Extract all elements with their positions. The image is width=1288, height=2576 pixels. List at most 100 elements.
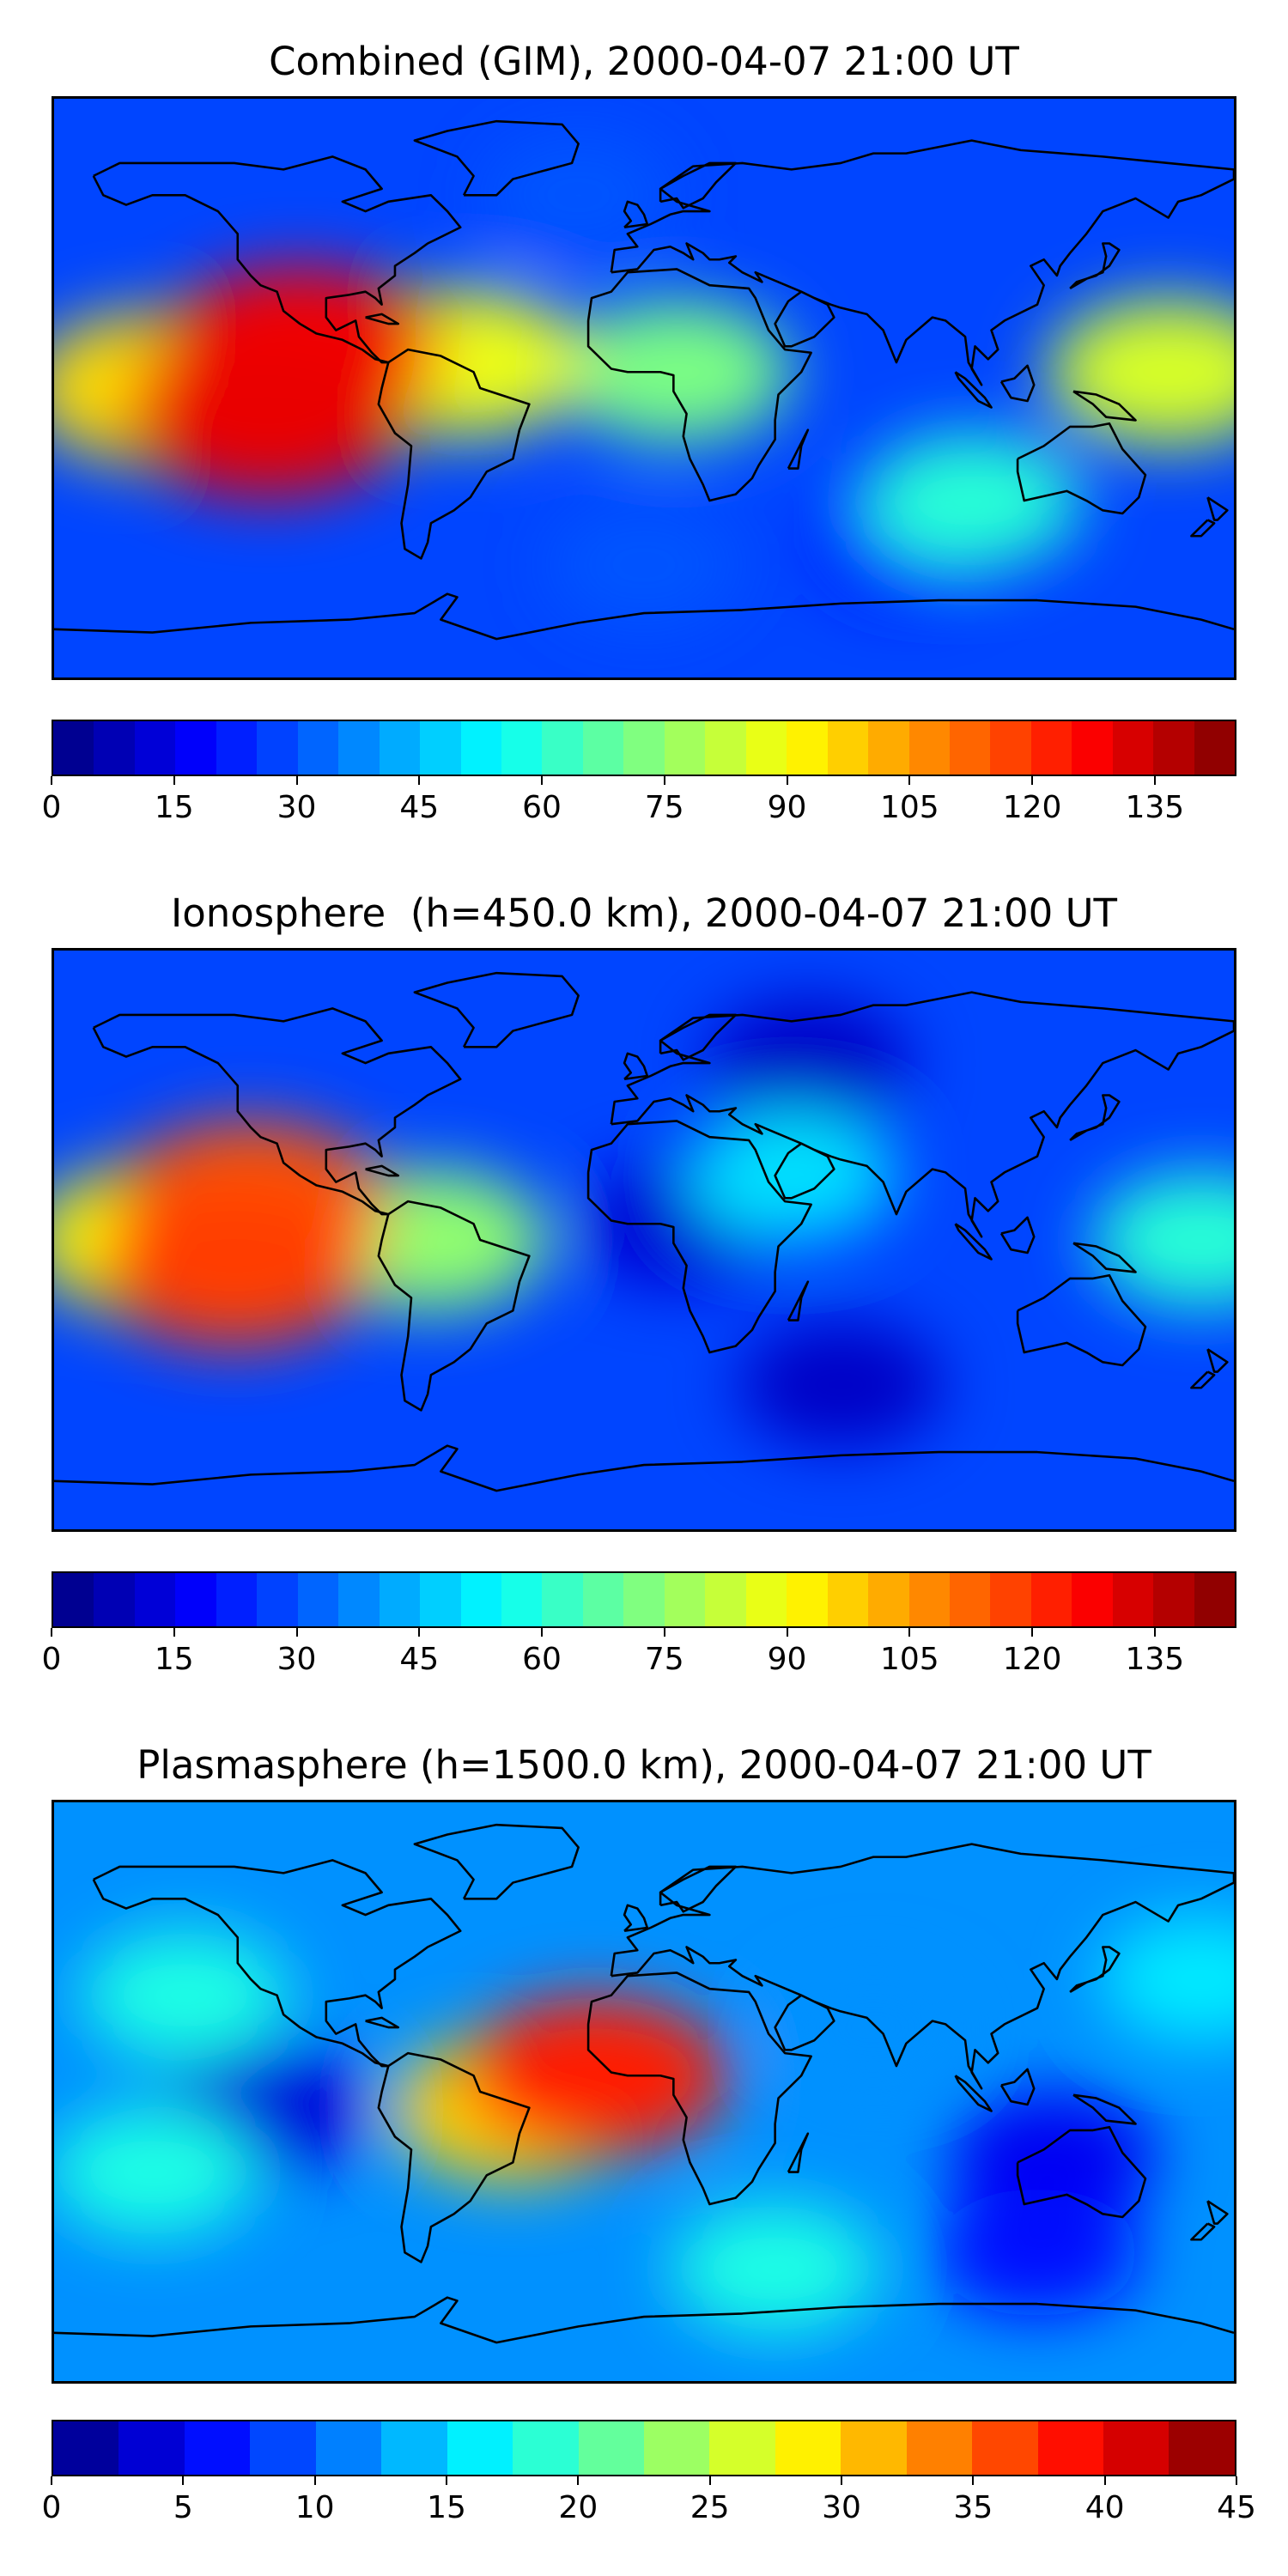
colorbar-segment	[175, 1573, 216, 1626]
colorbar-tick	[182, 2476, 185, 2485]
field-blob-core	[375, 1210, 487, 1270]
coastlines	[54, 119, 1234, 641]
colorbar-segment	[827, 721, 869, 775]
coastline	[1072, 2093, 1137, 2125]
colorbar-plasmasphere	[52, 2420, 1236, 2476]
coastline	[54, 2296, 1234, 2344]
colorbar-tick-label: 30	[276, 790, 317, 825]
coastline	[610, 139, 1234, 386]
coastline	[1072, 1242, 1137, 1273]
field-blob-core	[1151, 1952, 1234, 2006]
colorbar-tick	[1031, 776, 1034, 785]
colorbar-segment	[134, 721, 176, 775]
colorbar-tick-label: 90	[767, 1642, 807, 1677]
colorbar-tick-label: 45	[1217, 2490, 1256, 2525]
colorbar-segment	[908, 721, 950, 775]
colorbar-segment	[53, 1573, 94, 1626]
field-blob-core	[790, 1357, 891, 1413]
coastline	[610, 991, 1234, 1238]
colorbar-segment	[257, 721, 298, 775]
map-svg-combined	[54, 99, 1234, 677]
colorbar-segment	[379, 721, 421, 775]
colorbar-tick	[908, 1628, 911, 1637]
map-svg-ionosphere	[54, 951, 1234, 1529]
colorbar-tick	[541, 776, 544, 785]
colorbar-tick	[786, 776, 788, 785]
colorbar-segment	[868, 721, 909, 775]
colorbar-segment	[841, 2421, 907, 2475]
colorbar-segment	[1112, 721, 1154, 775]
colorbar-combined	[52, 720, 1236, 776]
field-blob-core	[532, 2042, 657, 2109]
colorbar-segment	[53, 2421, 119, 2475]
colorbar-tick	[295, 776, 298, 785]
field-blob-core	[1111, 341, 1226, 403]
panel-title-plasmasphere: Plasmasphere (h=1500.0 km), 2000-04-07 2…	[137, 1742, 1151, 1788]
colorbar-segment	[906, 2421, 973, 2475]
colorbar-segment	[501, 721, 543, 775]
colorbar-segment	[1072, 721, 1113, 775]
colorbar-tick	[173, 1628, 175, 1637]
colorbar-tick-label: 45	[399, 790, 440, 825]
colorbar-segment	[1112, 1573, 1154, 1626]
colorbar-segment	[250, 2421, 316, 2475]
colorbar-segment	[1169, 2421, 1235, 2475]
colorbar-tick-label: 120	[1002, 790, 1062, 825]
colorbar-tick-label: 90	[767, 790, 807, 825]
colorbar-segment	[949, 721, 991, 775]
colorbar-tick	[1153, 1628, 1156, 1637]
colorbar-segment	[709, 2421, 775, 2475]
colorbar-segment	[379, 1573, 421, 1626]
colorbar-segment	[216, 1573, 258, 1626]
coastline	[1016, 1273, 1147, 1367]
coastline	[377, 348, 531, 560]
colorbar-segment	[216, 721, 258, 775]
field-blob-core	[757, 1036, 859, 1091]
colorbar-tick-label: 5	[173, 2490, 193, 2525]
colorbar-segment	[420, 1573, 461, 1626]
colorbar-tick	[541, 1628, 544, 1637]
colorbar-segment	[745, 1573, 787, 1626]
colorbar-segment	[990, 1573, 1031, 1626]
panel-title-ionosphere: Ionosphere (h=450.0 km), 2000-04-07 21:0…	[170, 890, 1118, 936]
field-blob-core	[596, 539, 692, 591]
colorbar-segment	[1030, 721, 1072, 775]
colorbar-tick-label: 0	[41, 790, 62, 825]
colorbar-tick-label: 15	[154, 790, 194, 825]
colorbar-segment	[972, 2421, 1038, 2475]
field-blob-core	[627, 1196, 727, 1251]
coastline	[1190, 2222, 1216, 2241]
colorbar-segment	[745, 721, 787, 775]
colorbar-segment	[1194, 721, 1236, 775]
coastline	[413, 971, 580, 1048]
colorbar-tick-label: 15	[154, 1642, 194, 1677]
coastline	[92, 1007, 462, 1216]
field-blob-core	[134, 1967, 236, 2023]
colorbar-tick	[51, 1628, 52, 1637]
colorbar-segment	[787, 1573, 828, 1626]
colorbar-segment	[623, 1573, 665, 1626]
field-blob-core	[919, 472, 1025, 530]
colorbar-segment	[1153, 721, 1194, 775]
colorbar-segment	[990, 721, 1031, 775]
colorbar-tick-label: 0	[41, 2490, 62, 2525]
colorbar-segment	[1037, 2421, 1103, 2475]
colorbar-tick-label: 40	[1084, 2490, 1125, 2525]
coastline	[365, 313, 400, 325]
colorbar-ionosphere	[52, 1571, 1236, 1628]
colorbar-tick-label: 60	[522, 790, 562, 825]
colorbar-ticks-combined: 0 15 30 45 60 75 90 105 120 135	[42, 776, 1236, 828]
colorbar-tick	[418, 1628, 421, 1637]
colorbar-segment	[643, 2421, 710, 2475]
colorbar-tick-label: 105	[879, 790, 939, 825]
colorbar-segment	[501, 1573, 543, 1626]
coastline	[1206, 2200, 1229, 2225]
colorbar-tick-label: 75	[644, 1642, 684, 1677]
coastline	[659, 161, 738, 210]
colorbar-segment	[381, 2421, 447, 2475]
colorbar-segment	[868, 1573, 909, 1626]
colorbar-segment	[705, 721, 746, 775]
colorbar-segment	[94, 721, 135, 775]
coastline	[586, 1971, 812, 2206]
colorbar-segment	[118, 2421, 185, 2475]
